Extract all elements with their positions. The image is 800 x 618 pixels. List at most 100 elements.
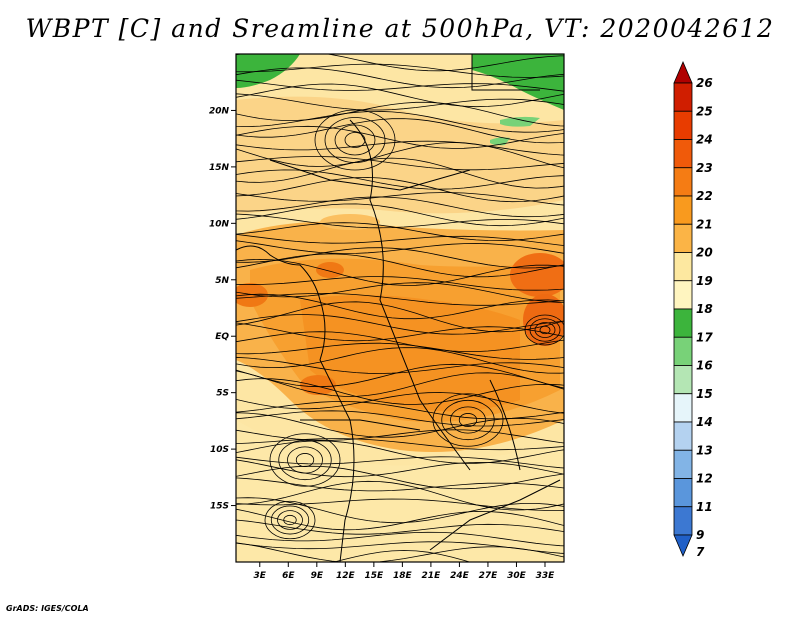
- streamline: [236, 63, 564, 78]
- streamline: [236, 282, 564, 303]
- colorbar-segment: [673, 336, 693, 366]
- streamline: [236, 410, 564, 427]
- colorbar-segment: [673, 82, 693, 112]
- streamline: [236, 169, 564, 190]
- lon-tick-label: 12E: [336, 571, 356, 581]
- lat-tick-label: 10N: [209, 219, 230, 229]
- streamline: [236, 440, 564, 464]
- colorbar-label: 18: [696, 302, 713, 316]
- streamline: [236, 253, 564, 278]
- streamline: [236, 480, 564, 511]
- lon-tick-label: 9E: [311, 571, 324, 581]
- colorbar-label: 17: [696, 330, 713, 344]
- streamline: [236, 276, 564, 291]
- lon-tick-label: 18E: [393, 571, 413, 581]
- longitude-axis: 3E 6E 9E 12E 15E 18E 21E 24E 27E 30E 33E: [254, 562, 556, 581]
- vortex-ring: [441, 399, 495, 441]
- lon-tick-label: 21E: [422, 571, 442, 581]
- colorbar-segment: [673, 110, 693, 140]
- colorbar-label: 26: [696, 76, 713, 90]
- colorbar-label: 21: [696, 217, 713, 231]
- streamline: [236, 240, 564, 254]
- chart-title: WBPT [C] and Sreamline at 500hPa, VT: 20…: [25, 14, 775, 43]
- streamline: [236, 412, 564, 438]
- colorbar-label: 23: [696, 161, 713, 175]
- streamline: [236, 140, 564, 156]
- streamline: [236, 110, 564, 133]
- streamline: [236, 157, 564, 189]
- lon-tick-label: 33E: [536, 571, 556, 581]
- streamline: [236, 531, 564, 547]
- streamline: [236, 378, 564, 405]
- colorbar-label: 14: [696, 415, 713, 429]
- streamline: [236, 392, 564, 414]
- lat-tick-label: 20N: [209, 106, 230, 116]
- streamline: [236, 176, 564, 203]
- colorbar-segment: [673, 393, 693, 423]
- streamline: [236, 142, 564, 169]
- streamline: [236, 508, 564, 531]
- map-frame: [235, 53, 565, 563]
- lat-tick-label: 10S: [210, 445, 229, 455]
- vortex-ring: [295, 453, 315, 467]
- lon-tick-label: 15E: [365, 571, 385, 581]
- streamline: [236, 370, 564, 397]
- streamline: [236, 498, 564, 511]
- streamline: [236, 233, 564, 246]
- lon-tick-label: 27E: [479, 571, 499, 581]
- colorbar-label: 24: [696, 133, 713, 147]
- colorbar-label: 11: [696, 500, 713, 514]
- country-boundaries: [236, 54, 561, 562]
- colorbar-label: 22: [696, 189, 713, 203]
- streamline: [332, 550, 471, 562]
- streamline: [236, 459, 564, 478]
- vortex-ring: [529, 318, 561, 342]
- vortex-ring: [277, 510, 303, 530]
- lat-tick-label: EQ: [215, 332, 229, 342]
- colorbar-label: 7: [696, 545, 705, 559]
- vortex-ring: [264, 500, 316, 540]
- streamline: [236, 322, 564, 342]
- streamline: [236, 79, 564, 92]
- streamline: [236, 203, 564, 227]
- streamline: [236, 101, 564, 127]
- streamline: [236, 293, 564, 320]
- lon-tick-label: 30E: [507, 571, 527, 581]
- streamline: [236, 429, 564, 444]
- vortex-ring: [283, 514, 297, 526]
- streamline: [236, 222, 564, 242]
- vortex-ring: [287, 446, 323, 474]
- lon-tick-label: 3E: [254, 571, 267, 581]
- lat-tick-label: 15N: [209, 163, 230, 173]
- colorbar-segment: [673, 139, 693, 169]
- vortex-ring: [458, 413, 478, 427]
- colorbar-segment: [673, 252, 693, 282]
- streamline: [236, 67, 564, 89]
- colorbar: 26 25 24 23 22 21 20 19 18 17 16 15 14 13 12 11 9 7: [673, 60, 713, 559]
- colorbar-segment: [673, 195, 693, 225]
- streamline: [236, 331, 564, 352]
- streamline: [236, 196, 564, 218]
- colorbar-segment: [673, 534, 693, 558]
- lat-tick-label: 5N: [215, 276, 229, 286]
- colorbar-label: 19: [696, 274, 713, 288]
- streamline: [236, 192, 564, 206]
- vortex-ring: [432, 393, 504, 447]
- colorbar-label: 12: [696, 472, 713, 486]
- lon-tick-label: 6E: [282, 571, 295, 581]
- vortex-ring: [450, 406, 486, 434]
- colorbar-segment: [673, 478, 693, 508]
- vortex-ring: [269, 433, 341, 487]
- colorbar-segment: [673, 280, 693, 310]
- streamline: [236, 54, 564, 72]
- streamline: [236, 293, 564, 306]
- latitude-axis: 20N 15N 10N 5N EQ 5S 10S 15S: [209, 106, 236, 512]
- colorbar-label: 25: [696, 104, 713, 118]
- vortex-ring: [524, 314, 564, 346]
- streamline: [236, 477, 564, 492]
- colorbar-segment: [673, 506, 693, 536]
- vortex-ring: [278, 439, 332, 481]
- streamline: [236, 497, 564, 524]
- temperature-field: [236, 54, 564, 562]
- colorbar-segment: [673, 308, 693, 338]
